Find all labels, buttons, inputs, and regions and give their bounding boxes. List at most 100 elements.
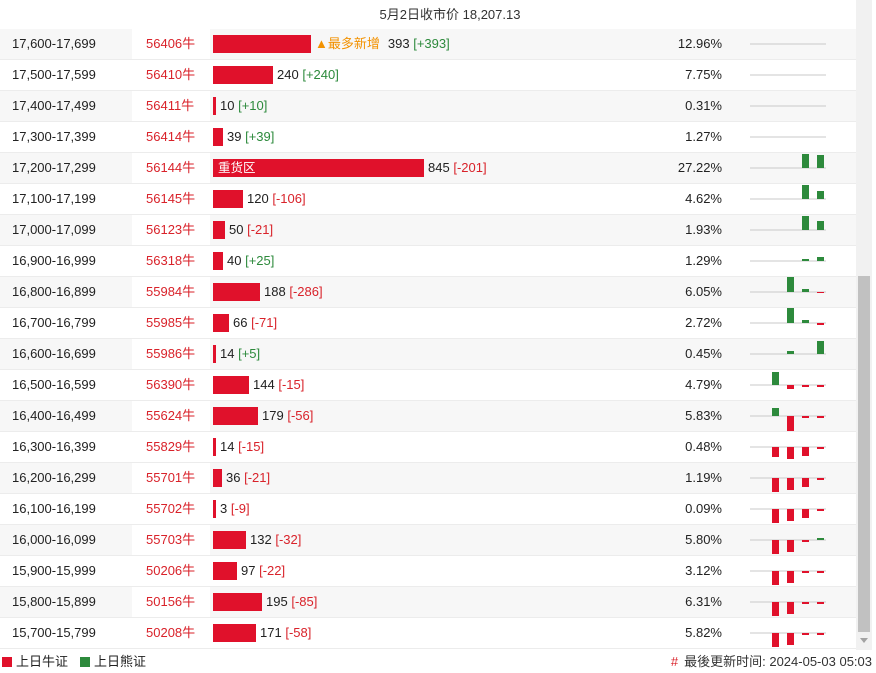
- cbbc-code-link[interactable]: 50206牛: [146, 563, 196, 578]
- quantity-change: [+39]: [245, 129, 275, 144]
- table-row[interactable]: 17,300-17,399 56414牛 39 [+39] 1.27%: [0, 122, 856, 153]
- sparkline-bar: [787, 571, 794, 583]
- code-cell: [132, 556, 210, 586]
- quantity-count: 97: [241, 563, 256, 578]
- cbbc-code-link[interactable]: 55702牛: [146, 501, 196, 516]
- quantity-bar: [213, 221, 225, 239]
- price-range: 17,000-17,099: [12, 222, 96, 237]
- cbbc-code-link[interactable]: 50208牛: [146, 625, 196, 640]
- history-sparkline: [750, 632, 826, 647]
- quantity-label: 171 [-58]: [260, 624, 311, 642]
- price-range: 16,600-16,699: [12, 346, 96, 361]
- sparkline-bar: [787, 602, 794, 614]
- cbbc-code-link[interactable]: 50156牛: [146, 594, 196, 609]
- history-sparkline: [750, 570, 826, 585]
- cbbc-code-link[interactable]: 56123牛: [146, 222, 196, 237]
- cbbc-code-link[interactable]: 56390牛: [146, 377, 196, 392]
- legend-bear: 上日熊证: [80, 651, 146, 673]
- table-row[interactable]: 16,700-16,799 55985牛 66 [-71] 2.72%: [0, 308, 856, 339]
- quantity-count: 14: [220, 439, 235, 454]
- quantity-count: 845: [428, 160, 450, 175]
- cbbc-code-link[interactable]: 56410牛: [146, 67, 196, 82]
- sparkline-bar: [817, 191, 824, 199]
- vertical-scrollbar[interactable]: [856, 0, 872, 650]
- cbbc-code-link[interactable]: 56406牛: [146, 36, 196, 51]
- sparkline-bar: [802, 320, 809, 323]
- cbbc-code-link[interactable]: 55985牛: [146, 315, 196, 330]
- quantity-count: 40: [227, 253, 242, 268]
- table-row[interactable]: 16,300-16,399 55829牛 14 [-15] 0.48%: [0, 432, 856, 463]
- percentage: 0.31%: [685, 98, 722, 113]
- legend-bear-label: 上日熊证: [94, 654, 147, 669]
- cbbc-code-link[interactable]: 55984牛: [146, 284, 196, 299]
- price-range: 15,700-15,799: [12, 625, 96, 640]
- sparkline-bar: [787, 540, 794, 552]
- cbbc-code-link[interactable]: 55703牛: [146, 532, 196, 547]
- percentage: 1.93%: [685, 222, 722, 237]
- sparkline-bar: [817, 155, 824, 168]
- sparkline-bar: [802, 385, 809, 387]
- table-row[interactable]: 17,000-17,099 56123牛 50 [-21] 1.93%: [0, 215, 856, 246]
- sparkline-bar: [817, 221, 824, 230]
- sparkline-bar: [772, 478, 779, 492]
- sparkline-bar: [802, 478, 809, 487]
- table-row[interactable]: 17,600-17,699 56406牛 ▲最多新增 393 [+393] 12.96%: [0, 29, 856, 60]
- code-cell: [132, 339, 210, 369]
- quantity-change: [-15]: [238, 439, 265, 454]
- price-range: 17,100-17,199: [12, 191, 96, 206]
- quantity-label: 3 [-9]: [220, 500, 250, 518]
- table-row[interactable]: 17,200-17,299 56144牛 重货区 845 [-201] 27.22%: [0, 153, 856, 184]
- price-range: 17,200-17,299: [12, 160, 96, 175]
- sparkline-bar: [802, 509, 809, 518]
- quantity-bar: [213, 593, 262, 611]
- quantity-bar: [213, 190, 243, 208]
- code-cell: [132, 122, 210, 152]
- sparkline-bar: [787, 416, 794, 431]
- cbbc-code-link[interactable]: 56414牛: [146, 129, 196, 144]
- quantity-change: [-9]: [230, 501, 250, 516]
- price-range: 16,800-16,899: [12, 284, 96, 299]
- sparkline-bar: [802, 540, 809, 542]
- history-sparkline: [750, 74, 826, 76]
- history-sparkline: [750, 277, 826, 293]
- price-range: 17,300-17,399: [12, 129, 96, 144]
- quantity-label: 10 [+10]: [220, 97, 267, 115]
- legend-bull: 上日牛证: [2, 651, 68, 673]
- quantity-label: 120 [-106]: [247, 190, 306, 208]
- scroll-down-arrow-icon[interactable]: [860, 638, 868, 643]
- quantity-change: [+5]: [238, 346, 261, 361]
- cbbc-code-link[interactable]: 55829牛: [146, 439, 196, 454]
- cbbc-code-link[interactable]: 56145牛: [146, 191, 196, 206]
- table-row[interactable]: 17,100-17,199 56145牛 120 [-106] 4.62%: [0, 184, 856, 215]
- table-row[interactable]: 15,800-15,899 50156牛 195 [-85] 6.31%: [0, 587, 856, 618]
- scrollbar-thumb[interactable]: [858, 276, 870, 632]
- table-row[interactable]: 16,600-16,699 55986牛 14 [+5] 0.45%: [0, 339, 856, 370]
- code-cell: [132, 432, 210, 462]
- table-row[interactable]: 17,400-17,499 56411牛 10 [+10] 0.31%: [0, 91, 856, 122]
- table-row[interactable]: 17,500-17,599 56410牛 240 [+240] 7.75%: [0, 60, 856, 91]
- cbbc-code-link[interactable]: 56318牛: [146, 253, 196, 268]
- table-row[interactable]: 16,900-16,999 56318牛 40 [+25] 1.29%: [0, 246, 856, 277]
- sparkline-bar: [772, 602, 779, 616]
- cbbc-code-link[interactable]: 55986牛: [146, 346, 196, 361]
- cbbc-code-link[interactable]: 55701牛: [146, 470, 196, 485]
- quantity-bar: [213, 314, 229, 332]
- table-row[interactable]: 16,500-16,599 56390牛 144 [-15] 4.79%: [0, 370, 856, 401]
- table-row[interactable]: 16,100-16,199 55702牛 3 [-9] 0.09%: [0, 494, 856, 525]
- history-sparkline: [750, 43, 826, 45]
- quantity-bar: [213, 531, 246, 549]
- cbbc-code-link[interactable]: 56144牛: [146, 160, 196, 175]
- table-row[interactable]: 16,000-16,099 55703牛 132 [-32] 5.80%: [0, 525, 856, 556]
- table-row[interactable]: 16,200-16,299 55701牛 36 [-21] 1.19%: [0, 463, 856, 494]
- cbbc-code-link[interactable]: 56411牛: [146, 98, 195, 113]
- percentage: 1.19%: [685, 470, 722, 485]
- table-row[interactable]: 16,400-16,499 55624牛 179 [-56] 5.83%: [0, 401, 856, 432]
- table-row[interactable]: 16,800-16,899 55984牛 188 [-286] 6.05%: [0, 277, 856, 308]
- history-sparkline: [750, 372, 826, 389]
- cbbc-code-link[interactable]: 55624牛: [146, 408, 196, 423]
- table-row[interactable]: 15,700-15,799 50208牛 171 [-58] 5.82%: [0, 618, 856, 649]
- history-sparkline: [750, 477, 826, 492]
- table-row[interactable]: 15,900-15,999 50206牛 97 [-22] 3.12%: [0, 556, 856, 587]
- quantity-count: 144: [253, 377, 275, 392]
- quantity-bar: [213, 624, 256, 642]
